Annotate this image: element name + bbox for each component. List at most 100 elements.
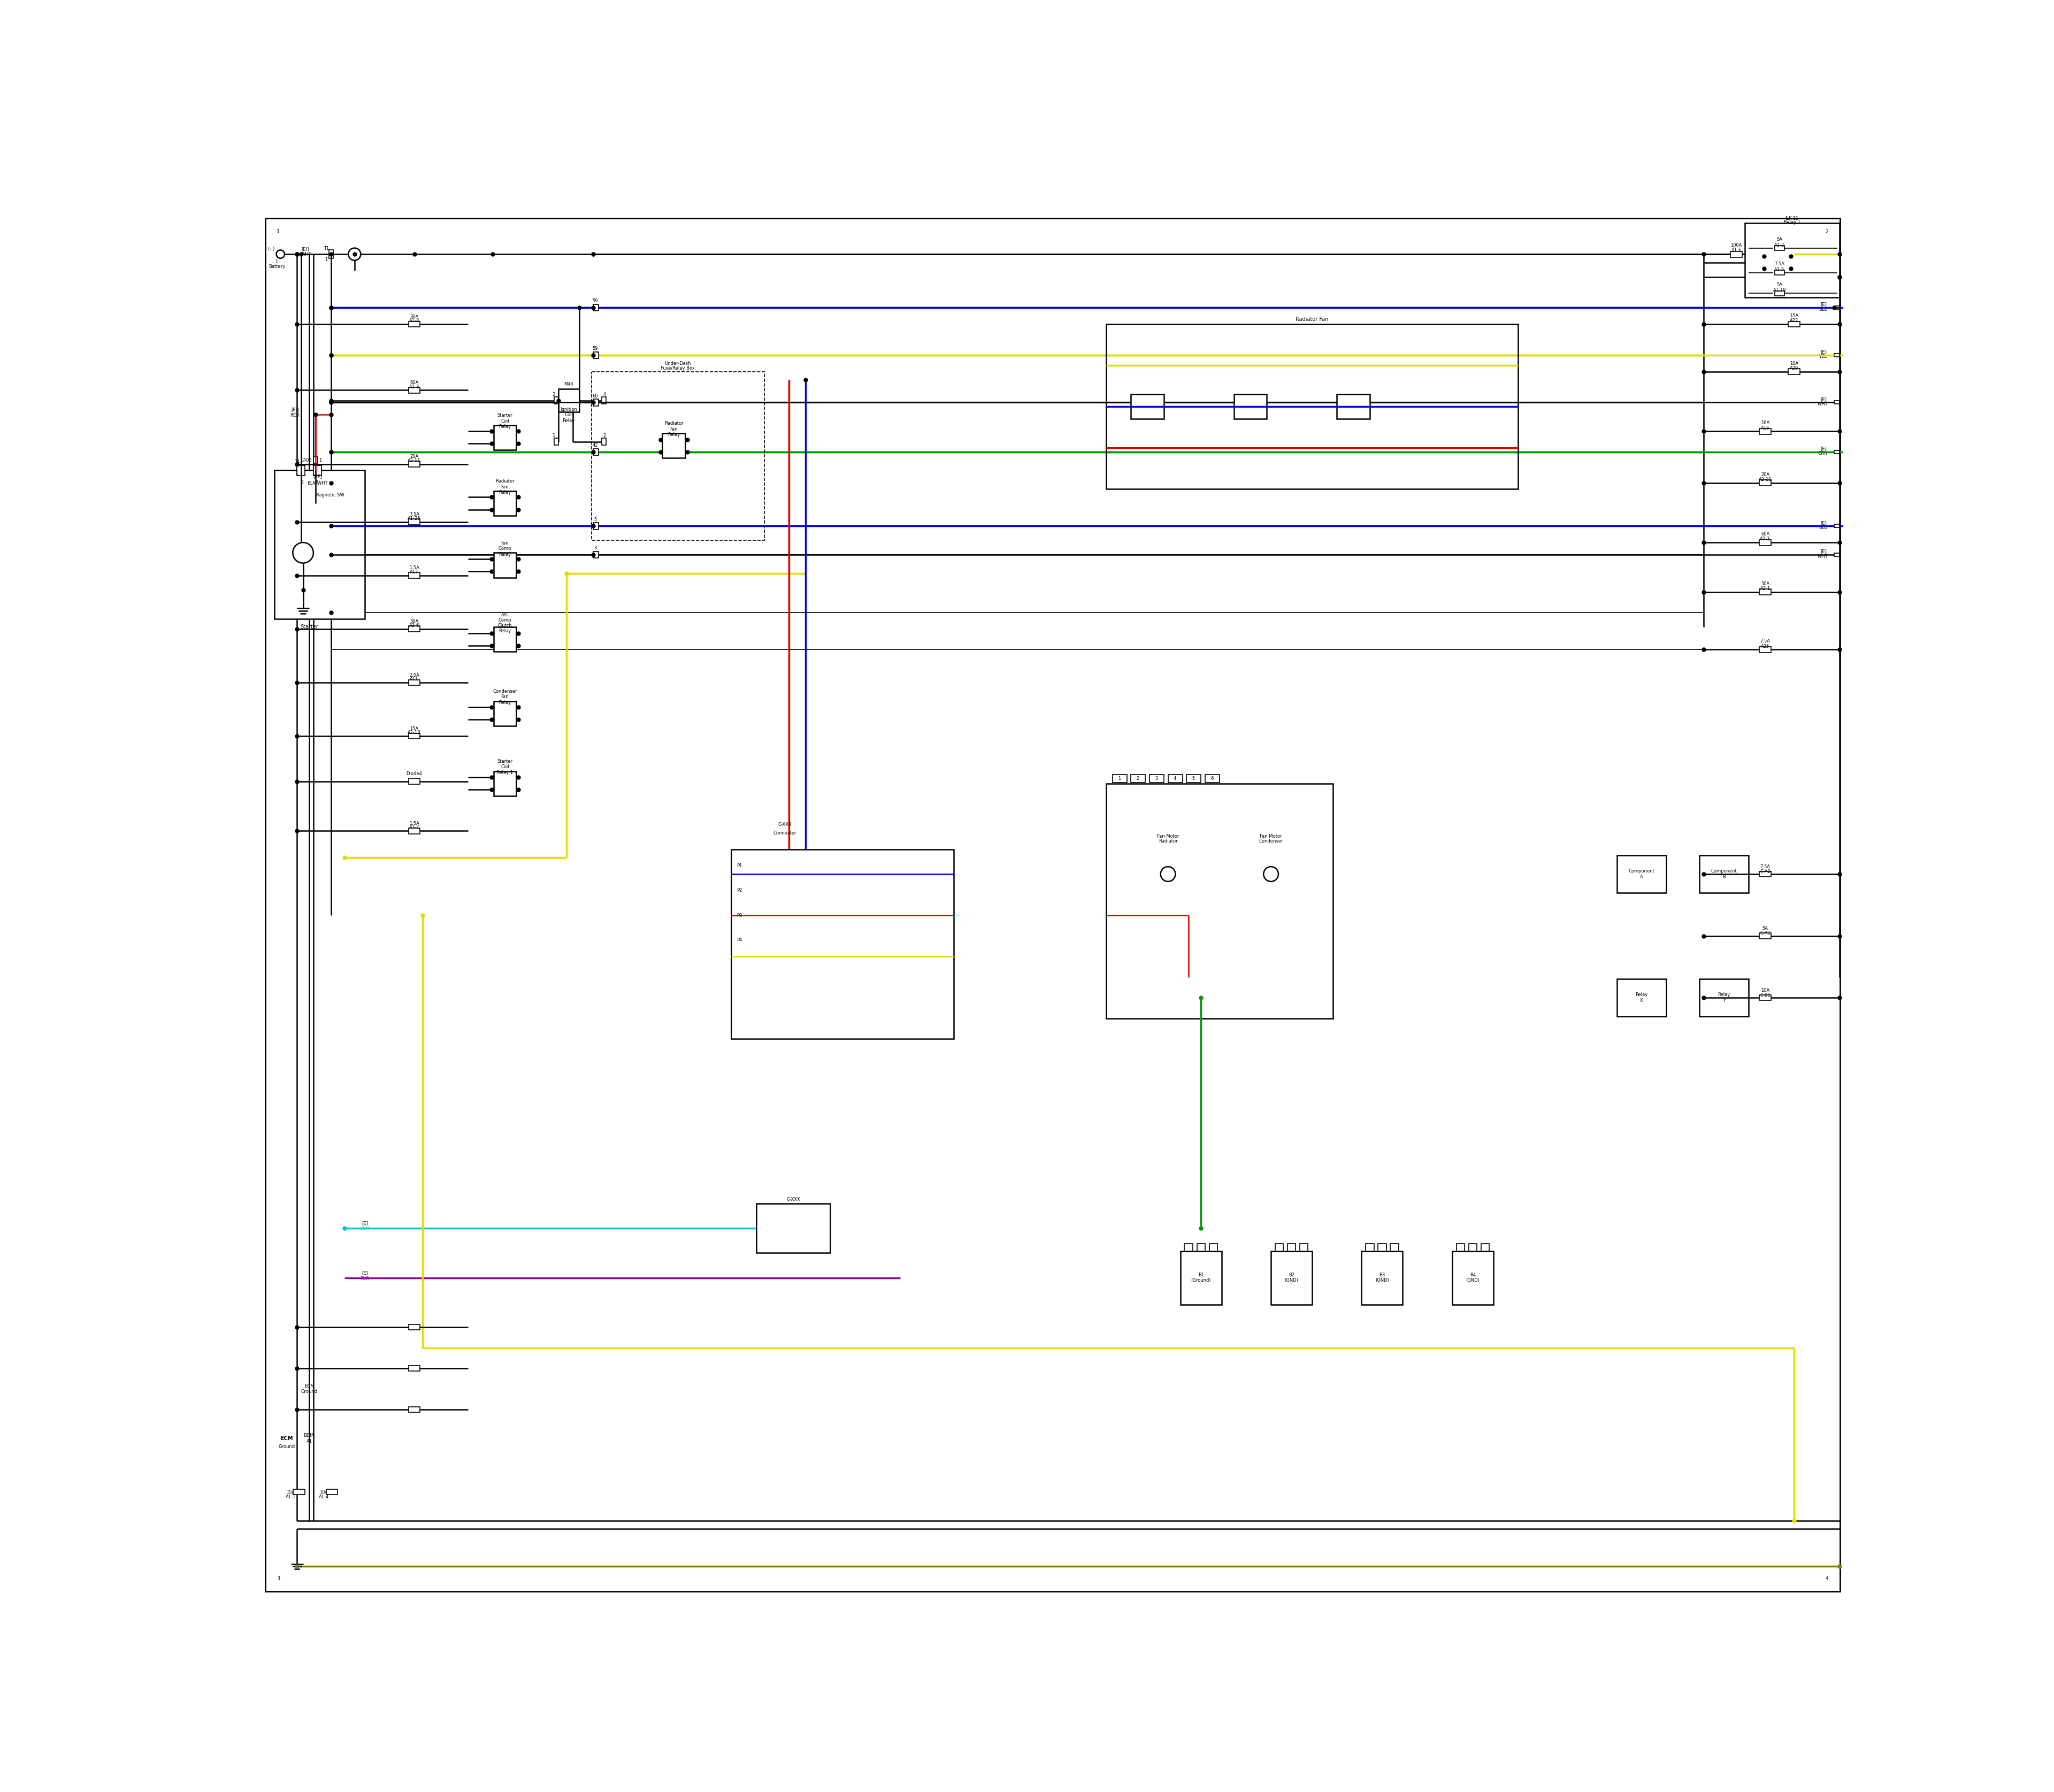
Bar xyxy=(836,874,850,885)
Text: Radiator Fan: Radiator Fan xyxy=(1296,317,1329,323)
Text: Condenser: Condenser xyxy=(1259,839,1284,844)
Bar xyxy=(493,627,516,652)
Bar xyxy=(1834,306,1838,310)
Bar xyxy=(1337,394,1370,419)
Bar xyxy=(916,874,930,885)
Text: [EJ]: [EJ] xyxy=(292,407,298,412)
Circle shape xyxy=(294,543,314,563)
Text: 5: 5 xyxy=(1191,776,1195,781)
Text: A16: A16 xyxy=(1760,425,1771,430)
Text: 6: 6 xyxy=(1210,776,1214,781)
Bar xyxy=(1452,1251,1493,1305)
Text: 2: 2 xyxy=(1136,776,1140,781)
Text: 3: 3 xyxy=(803,892,805,896)
Text: GRN: GRN xyxy=(1818,452,1828,455)
Text: 1: 1 xyxy=(325,258,327,262)
Text: 1: 1 xyxy=(275,260,277,263)
Text: 10: 10 xyxy=(939,892,945,896)
Text: 10A: 10A xyxy=(1789,360,1799,366)
Text: [E]: [E] xyxy=(362,1220,368,1226)
Text: M: M xyxy=(300,550,306,556)
Text: A22: A22 xyxy=(1789,319,1799,323)
Text: Component
A: Component A xyxy=(1629,869,1656,880)
Text: 5A
A1-2: 5A A1-2 xyxy=(1775,237,1785,247)
Bar xyxy=(1760,995,1771,1000)
Text: 8: 8 xyxy=(902,878,904,882)
Bar xyxy=(592,371,764,541)
Text: Magnetic SW: Magnetic SW xyxy=(314,493,345,498)
Text: 7.5A: 7.5A xyxy=(409,513,419,516)
Text: 2: 2 xyxy=(783,878,785,882)
Text: A21: A21 xyxy=(1789,271,1799,276)
Text: Radiator: Radiator xyxy=(1158,839,1177,844)
Text: C-XXX: C-XXX xyxy=(778,823,793,828)
Text: 5: 5 xyxy=(594,518,596,521)
Text: Connector: Connector xyxy=(772,830,797,835)
Bar xyxy=(1300,1244,1308,1251)
Text: (+): (+) xyxy=(267,247,275,251)
Bar xyxy=(1113,774,1128,783)
Text: 15A: 15A xyxy=(411,726,419,731)
Bar xyxy=(1758,240,1795,287)
Bar xyxy=(1760,647,1771,652)
Bar xyxy=(1276,1244,1284,1251)
Bar xyxy=(409,778,419,785)
Bar xyxy=(602,439,606,444)
Bar xyxy=(1789,369,1799,375)
Text: 4: 4 xyxy=(1173,776,1177,781)
Text: [EE]: [EE] xyxy=(312,475,322,478)
Bar xyxy=(756,1204,830,1253)
Text: T4: T4 xyxy=(294,461,300,464)
Bar xyxy=(1766,251,1789,274)
Bar xyxy=(1366,1244,1374,1251)
Bar xyxy=(1362,1251,1403,1305)
Bar xyxy=(1760,480,1771,486)
Text: YEL: YEL xyxy=(1820,355,1826,358)
Bar xyxy=(1391,1244,1399,1251)
Text: 3: 3 xyxy=(277,1575,279,1581)
Text: 59: 59 xyxy=(592,346,598,351)
Text: P4: P4 xyxy=(737,937,741,943)
Bar xyxy=(1271,1251,1313,1305)
Text: 5: 5 xyxy=(842,892,844,896)
Bar xyxy=(815,874,832,885)
Text: T1: T1 xyxy=(322,246,329,251)
Bar xyxy=(776,889,791,900)
Bar xyxy=(875,889,889,900)
Text: C-A2: C-A2 xyxy=(1760,869,1771,874)
Bar xyxy=(409,520,419,525)
Text: 60A: 60A xyxy=(1760,532,1771,536)
Bar xyxy=(409,1407,419,1412)
Text: 30A: 30A xyxy=(411,620,419,624)
Text: 6: 6 xyxy=(863,878,865,882)
Text: Ground: Ground xyxy=(277,1444,296,1450)
Bar xyxy=(776,874,791,885)
Bar xyxy=(1789,274,1799,280)
Bar xyxy=(1185,1244,1193,1251)
Text: A25: A25 xyxy=(1760,643,1771,649)
Text: Condenser
Fan
Relay: Condenser Fan Relay xyxy=(493,688,518,704)
Text: A2-1: A2-1 xyxy=(1760,586,1771,591)
Circle shape xyxy=(1161,867,1175,882)
Bar xyxy=(1775,246,1785,251)
Text: B2
(GND): B2 (GND) xyxy=(1284,1272,1298,1283)
Bar xyxy=(594,448,598,455)
Text: 4: 4 xyxy=(604,392,606,398)
Text: 3: 3 xyxy=(803,878,805,882)
Text: A1-7: A1-7 xyxy=(409,824,419,830)
Bar xyxy=(1210,1244,1218,1251)
Text: [E]: [E] xyxy=(1820,349,1826,355)
Bar xyxy=(409,625,419,633)
Text: Fan
Comp
Relay: Fan Comp Relay xyxy=(499,541,511,557)
Text: 4: 4 xyxy=(1826,1575,1828,1581)
Text: A1-25: A1-25 xyxy=(409,516,421,521)
Text: 10A: 10A xyxy=(1760,987,1771,993)
Text: 7.5A: 7.5A xyxy=(1760,864,1771,869)
Text: P3: P3 xyxy=(737,912,741,918)
Text: 1: 1 xyxy=(314,471,316,477)
Text: [E]: [E] xyxy=(1820,548,1826,554)
Text: Component
B: Component B xyxy=(1711,869,1738,880)
Text: P2: P2 xyxy=(737,889,741,892)
Bar xyxy=(731,849,953,1039)
Text: 1: 1 xyxy=(1117,776,1121,781)
